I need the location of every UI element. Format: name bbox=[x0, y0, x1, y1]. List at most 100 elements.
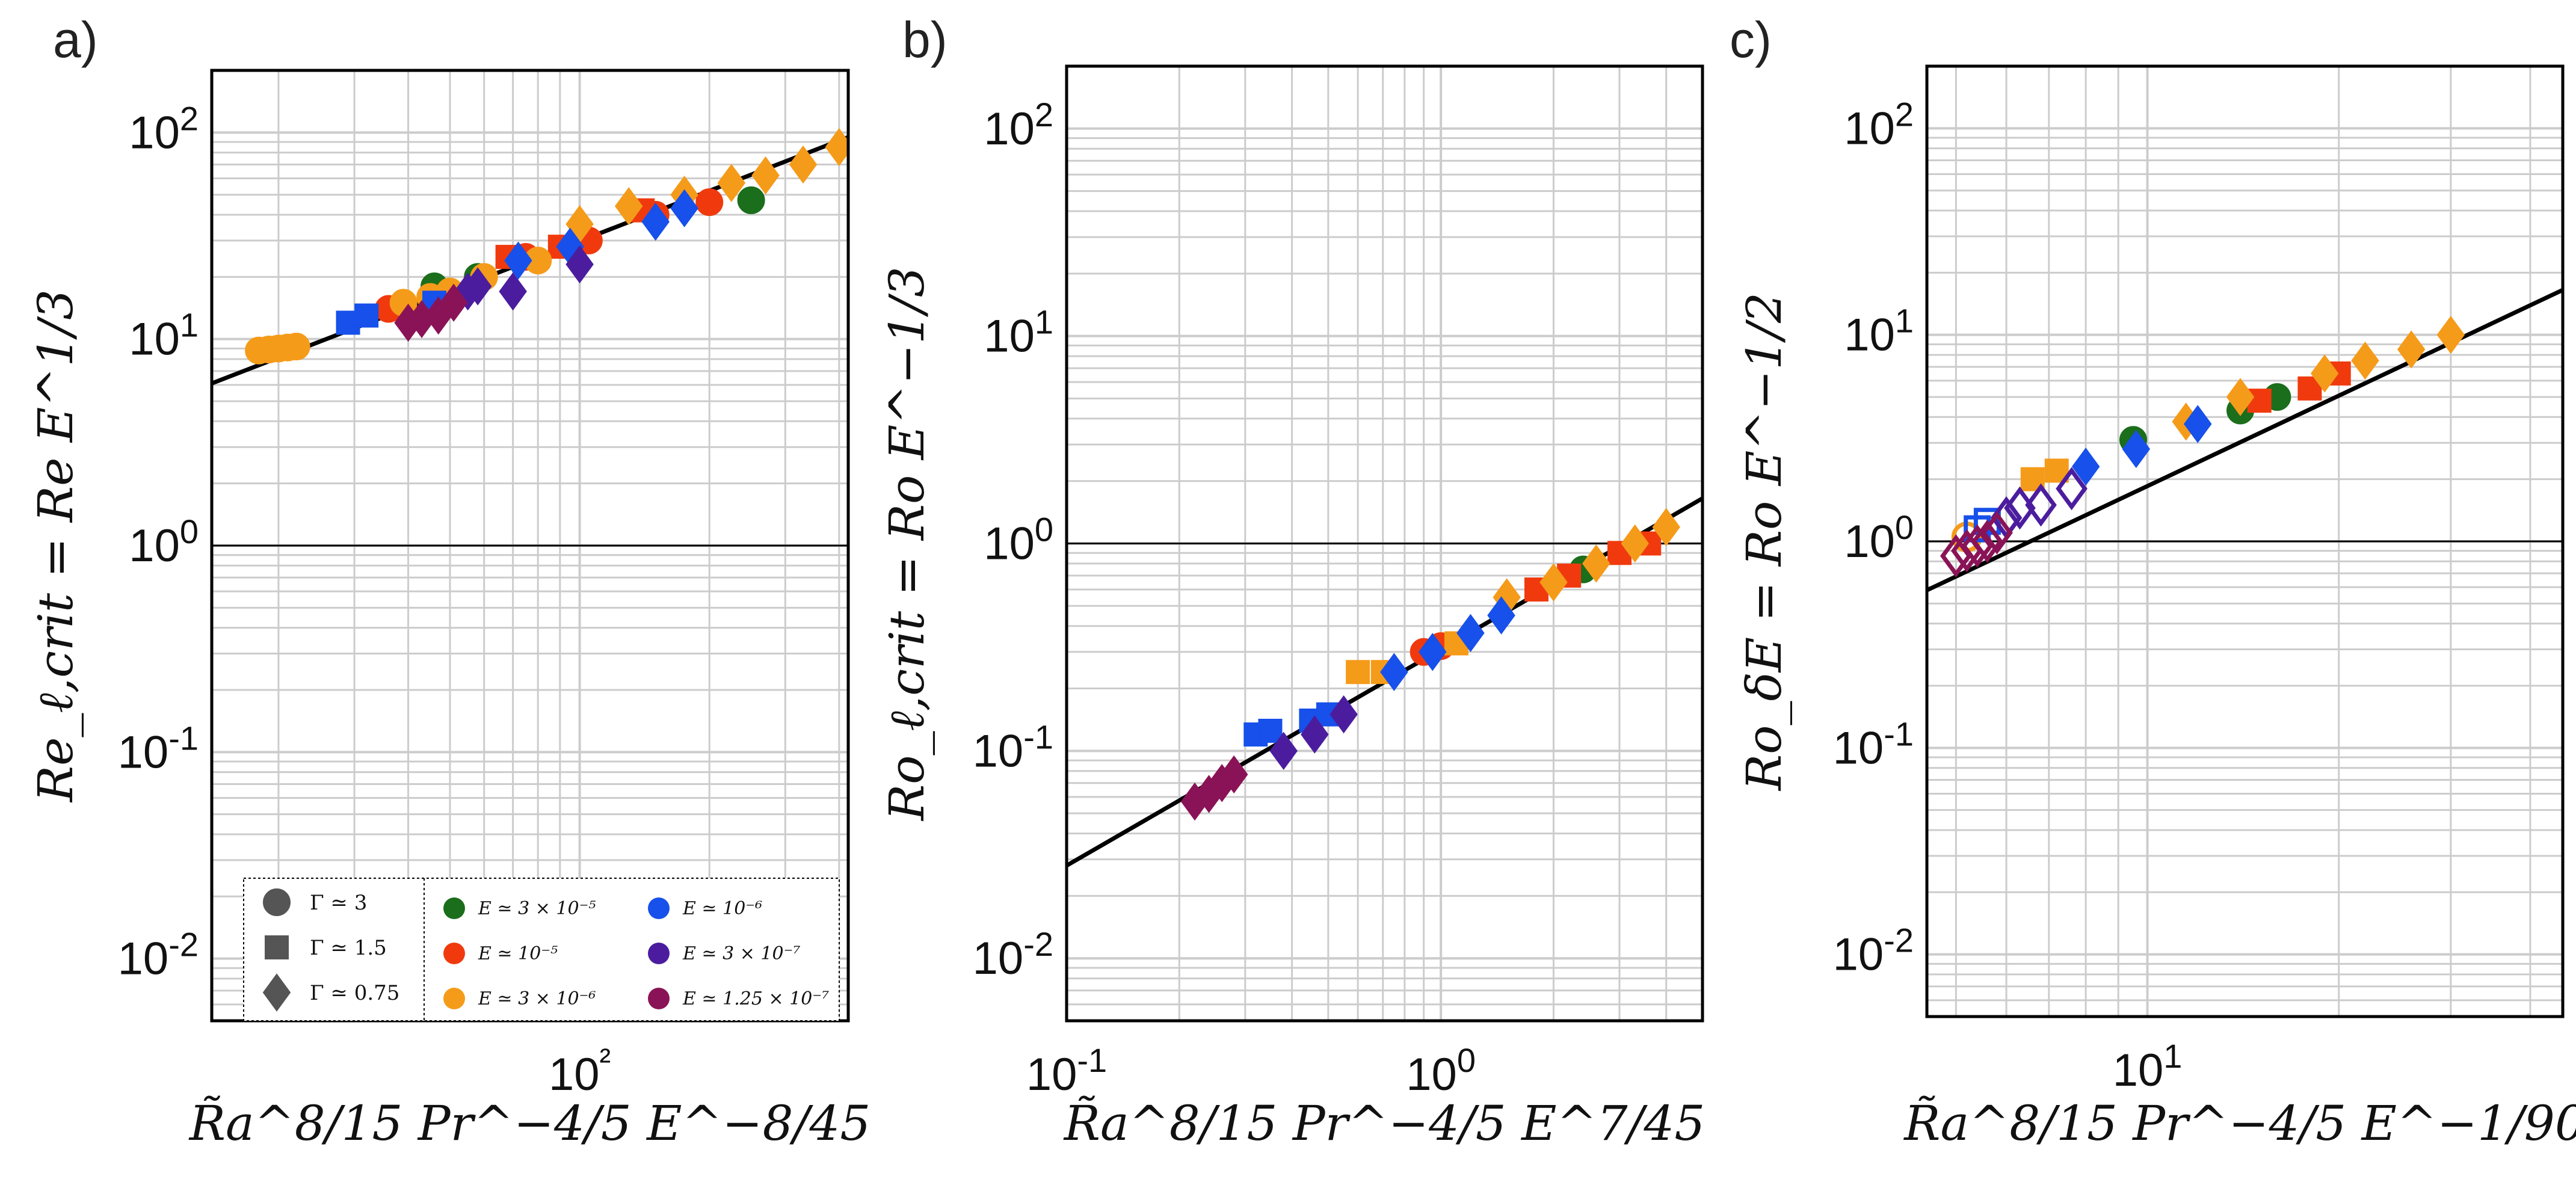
data-point bbox=[2056, 467, 2088, 511]
x-axis-label: R̃a^8/15 Pr^−4/5 E^7/45 bbox=[1063, 1095, 1705, 1151]
data-point bbox=[1582, 544, 1610, 583]
data-point bbox=[751, 156, 780, 195]
y-axis-label: Ro_δE = Ro E^−1/2 bbox=[1736, 292, 1792, 792]
series-E1e-6-diamond bbox=[2071, 405, 2212, 486]
legend-label: Γ ≃ 1.5 bbox=[310, 936, 387, 960]
data-point bbox=[1539, 563, 1568, 602]
legend-swatch bbox=[648, 943, 670, 964]
plot-area bbox=[1927, 66, 2563, 1017]
data-point bbox=[2184, 405, 2212, 443]
plot-area bbox=[212, 70, 848, 1021]
y-tick-label: 102 bbox=[984, 96, 1053, 155]
legend-label: E ≃ 3 × 10⁻⁶ bbox=[478, 988, 596, 1009]
panel-label: c) bbox=[1730, 11, 1772, 68]
x-tick-label: 101 bbox=[2113, 1037, 2183, 1096]
y-tick-label: 10-2 bbox=[118, 926, 199, 985]
series-E3e-6-square bbox=[1346, 631, 1468, 685]
y-tick-label: 101 bbox=[129, 306, 199, 365]
data-point bbox=[2351, 341, 2379, 380]
y-tick-label: 10-1 bbox=[118, 719, 199, 778]
data-point bbox=[1219, 755, 1248, 794]
series-E1e-6-diamond bbox=[504, 189, 698, 280]
data-point bbox=[614, 187, 643, 226]
data-point bbox=[1269, 731, 1298, 771]
data-point bbox=[2310, 354, 2339, 393]
data-point bbox=[1621, 524, 1649, 563]
series-E125e-7-diamond bbox=[1180, 755, 1248, 821]
data-point bbox=[2436, 315, 2465, 354]
y-tick-label: 102 bbox=[1844, 95, 1914, 154]
series-E3e-7-diamond bbox=[454, 245, 594, 311]
series-E3e-6-diamond bbox=[1493, 508, 1680, 617]
legend-label: E ≃ 3 × 10⁻⁵ bbox=[478, 898, 596, 919]
data-point bbox=[2226, 378, 2255, 416]
data-point bbox=[670, 189, 698, 227]
legend-box bbox=[243, 878, 840, 1021]
panel-label: b) bbox=[902, 11, 948, 68]
data-point bbox=[2397, 330, 2426, 369]
x-tick-label: 10-1 bbox=[1026, 1041, 1107, 1100]
data-point bbox=[2071, 448, 2100, 486]
legend: Γ ≃ 3 Γ ≃ 1.5 Γ ≃ 0.75 E ≃ 3 × 10⁻⁵ E ≃ 10⁻⁵… bbox=[243, 878, 840, 1021]
axes-frame bbox=[1925, 64, 2565, 1018]
series-E125e-7-diamond bbox=[394, 283, 468, 342]
data-point bbox=[2025, 483, 2057, 527]
x-tick-label: 100 bbox=[1406, 1041, 1476, 1100]
plot-area bbox=[1067, 66, 1702, 1021]
data-point bbox=[463, 267, 492, 306]
y-tick-label: 101 bbox=[984, 303, 1053, 362]
data-point bbox=[1981, 511, 2013, 555]
data-point bbox=[2122, 429, 2151, 469]
data-point bbox=[1380, 653, 1408, 691]
y-tick-label: 10-1 bbox=[1833, 715, 1914, 774]
legend-swatch bbox=[443, 943, 465, 964]
data-point bbox=[1456, 614, 1485, 653]
data-point bbox=[1419, 633, 1447, 671]
legend-shape-square bbox=[265, 935, 289, 959]
x-axis-label: R̃a^8/15 Pr^−4/5 E^−8/45 bbox=[188, 1095, 870, 1151]
y-axis-label: Ro_ℓ,crit = Ro E^−1/3 bbox=[879, 266, 935, 822]
axes-frame bbox=[1065, 64, 1704, 1023]
data-point bbox=[439, 283, 468, 322]
legend-label: E ≃ 3 × 10⁻⁷ bbox=[682, 943, 800, 964]
series-E3e-7-diamond bbox=[1269, 695, 1358, 771]
data-point bbox=[1961, 524, 1994, 568]
legend-shape-diamond bbox=[262, 973, 291, 1012]
data-point bbox=[565, 245, 594, 284]
y-tick-label: 100 bbox=[984, 511, 1053, 570]
y-tick-label: 101 bbox=[1844, 302, 1914, 361]
y-tick-label: 10-2 bbox=[973, 925, 1053, 984]
x-axis-label: R̃a^8/15 Pr^−4/5 E^−1/90 bbox=[1903, 1095, 2576, 1151]
legend-label: Γ ≃ 0.75 bbox=[310, 981, 399, 1005]
legend-swatch bbox=[443, 988, 465, 1009]
data-point bbox=[354, 303, 379, 328]
data-point bbox=[695, 188, 724, 217]
data-point bbox=[1346, 660, 1370, 685]
data-point bbox=[1487, 596, 1515, 635]
data-point bbox=[1652, 508, 1680, 546]
series-E1e-6-diamond bbox=[1380, 596, 1515, 691]
legend-label: Γ ≃ 3 bbox=[310, 891, 367, 915]
data-point bbox=[641, 202, 670, 241]
data-point bbox=[1301, 715, 1329, 754]
data-point bbox=[1971, 520, 2003, 563]
y-axis-label: Re_ℓ,crit = Re E^1/3 bbox=[28, 289, 84, 803]
data-point bbox=[1973, 508, 2001, 535]
legend-label: E ≃ 10⁻⁵ bbox=[478, 943, 558, 964]
legend-swatch bbox=[648, 988, 670, 1009]
legend-shape-circle bbox=[263, 888, 291, 916]
legend-swatch bbox=[443, 897, 465, 919]
y-tick-label: 102 bbox=[129, 99, 199, 158]
x-tick-label: 10² bbox=[549, 1041, 611, 1100]
data-point bbox=[282, 333, 310, 361]
data-point bbox=[1330, 695, 1358, 734]
legend-label: E ≃ 1.25 × 10⁻⁷ bbox=[682, 988, 829, 1009]
y-tick-label: 100 bbox=[129, 512, 199, 571]
y-tick-label: 100 bbox=[1844, 508, 1914, 567]
data-point bbox=[504, 241, 532, 280]
data-point bbox=[789, 145, 818, 184]
